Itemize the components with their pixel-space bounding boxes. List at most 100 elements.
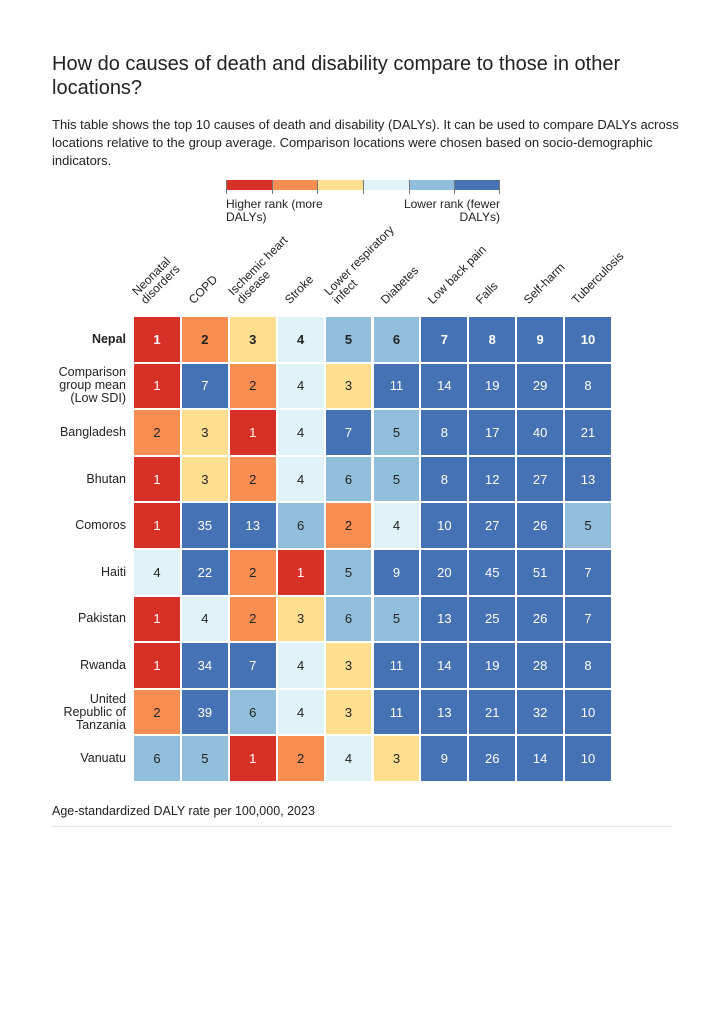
heatmap-cell: 4: [133, 549, 181, 596]
heatmap-cell: 7: [180, 362, 229, 410]
legend-tick: [226, 180, 227, 194]
heatmap-cell: 2: [324, 502, 373, 549]
legend-swatch: [226, 180, 272, 190]
heatmap-cell: 7: [564, 595, 612, 643]
heatmap-cell: 7: [564, 549, 612, 596]
row-header: Haiti: [100, 564, 126, 579]
heatmap-cell: 10: [564, 688, 612, 736]
legend-tick: [363, 180, 364, 194]
row-header: Comparison group mean (Low SDI): [58, 365, 126, 406]
heatmap-cell: 28: [516, 642, 565, 689]
heatmap-cell: 51: [516, 549, 565, 596]
heatmap-cell: 8: [564, 642, 612, 689]
heatmap-cell: 5: [324, 316, 373, 363]
heatmap-cell: 27: [468, 502, 517, 549]
heatmap-cell: 39: [180, 688, 229, 736]
row-header: Nepal: [91, 331, 126, 346]
heatmap-cell: 11: [372, 362, 421, 410]
row-header: Vanuatu: [80, 751, 126, 766]
heatmap-cell: 27: [516, 455, 565, 503]
heatmap-cell: 13: [228, 502, 277, 549]
legend-tick: [454, 180, 456, 194]
heatmap-cell: 6: [324, 455, 373, 503]
heatmap-cell: 26: [468, 735, 517, 782]
legend-swatch: [408, 180, 455, 190]
column-header: Stroke: [281, 272, 316, 307]
heatmap-cell: 26: [516, 502, 565, 549]
heatmap-cell: 5: [372, 409, 421, 456]
heatmap-cell: 10: [420, 502, 469, 549]
heatmap-cell: 8: [420, 409, 469, 456]
heatmap-cell: 4: [276, 316, 325, 363]
heatmap-cell: 2: [228, 595, 277, 643]
row-header: Pakistan: [78, 611, 126, 626]
heatmap-cell: 25: [468, 595, 517, 643]
heatmap-cell: 13: [420, 688, 469, 736]
page-title: How do causes of death and disability co…: [52, 53, 621, 99]
column-header: Diabetes: [377, 263, 421, 307]
heatmap-cell: 1: [133, 642, 181, 689]
heatmap-cell: 7: [228, 642, 277, 689]
heatmap-cell: 26: [516, 595, 565, 643]
heatmap-cell: 10: [564, 316, 612, 363]
row-header: United Republic of Tanzania: [63, 691, 126, 732]
heatmap-cell: 8: [420, 455, 469, 503]
column-header: Falls: [473, 278, 501, 307]
heatmap-cell: 3: [324, 642, 373, 689]
row-header: Bhutan: [86, 471, 126, 486]
heatmap-cell: 3: [180, 455, 229, 503]
heatmap-cell: 9: [516, 316, 565, 363]
heatmap-cell: 1: [133, 455, 181, 503]
heatmap-cell: 4: [372, 502, 421, 549]
heatmap-cell: 1: [228, 409, 277, 456]
column-header: COPD: [185, 272, 221, 307]
heatmap-cell: 1: [133, 316, 181, 363]
column-header: Tuberculosis: [568, 249, 627, 307]
heatmap-cell: 3: [324, 688, 373, 736]
row-header: Bangladesh: [59, 424, 126, 439]
heatmap-cell: 4: [276, 362, 325, 410]
heatmap-cell: 5: [372, 455, 421, 503]
heatmap-cell: 2: [228, 455, 277, 503]
row-header: Comoros: [75, 518, 126, 533]
footer-note: Age-standardized DALY rate per 100,000, …: [52, 804, 315, 818]
heatmap-cell: 10: [564, 735, 612, 782]
heatmap-cell: 19: [468, 642, 517, 689]
heatmap-cell: 21: [564, 409, 612, 456]
heatmap-cell: 4: [276, 642, 325, 689]
heatmap-cell: 6: [324, 595, 373, 643]
heatmap-cell: 21: [468, 688, 517, 736]
heatmap-cell: 2: [133, 688, 181, 736]
heatmap-cell: 17: [468, 409, 517, 456]
heatmap-cell: 29: [516, 362, 565, 410]
heatmap-cell: 2: [276, 735, 325, 782]
legend-lower-label: Lower rank (fewer DALYs): [403, 197, 500, 224]
heatmap-cell: 2: [228, 362, 277, 410]
heatmap-cell: 6: [133, 735, 181, 782]
heatmap-cell: 8: [564, 362, 612, 410]
heatmap-cell: 7: [420, 316, 469, 363]
heatmap-cell: 1: [228, 735, 277, 782]
heatmap-cell: 9: [420, 735, 469, 782]
heatmap-cell: 5: [324, 549, 373, 596]
heatmap-cell: 32: [516, 688, 565, 736]
heatmap-cell: 4: [180, 595, 229, 643]
legend-tick: [271, 180, 273, 194]
heatmap-cell: 14: [516, 735, 565, 782]
column-header: Neonatal disorders: [129, 254, 183, 307]
heatmap-cell: 3: [228, 316, 277, 363]
heatmap-cell: 13: [564, 455, 612, 503]
heatmap-cell: 11: [372, 642, 421, 689]
legend-tick: [408, 180, 410, 194]
description: This table shows the top 10 causes of de…: [52, 117, 679, 168]
heatmap-cell: 4: [324, 735, 373, 782]
heatmap-cell: 1: [133, 502, 181, 549]
heatmap-cell: 14: [420, 642, 469, 689]
heatmap-cell: 5: [564, 502, 612, 549]
heatmap-cell: 45: [468, 549, 517, 596]
legend-swatch: [363, 180, 409, 190]
heatmap-cell: 6: [372, 316, 421, 363]
heatmap-cell: 8: [468, 316, 517, 363]
heatmap-cell: 13: [420, 595, 469, 643]
heatmap-cell: 1: [133, 595, 181, 643]
